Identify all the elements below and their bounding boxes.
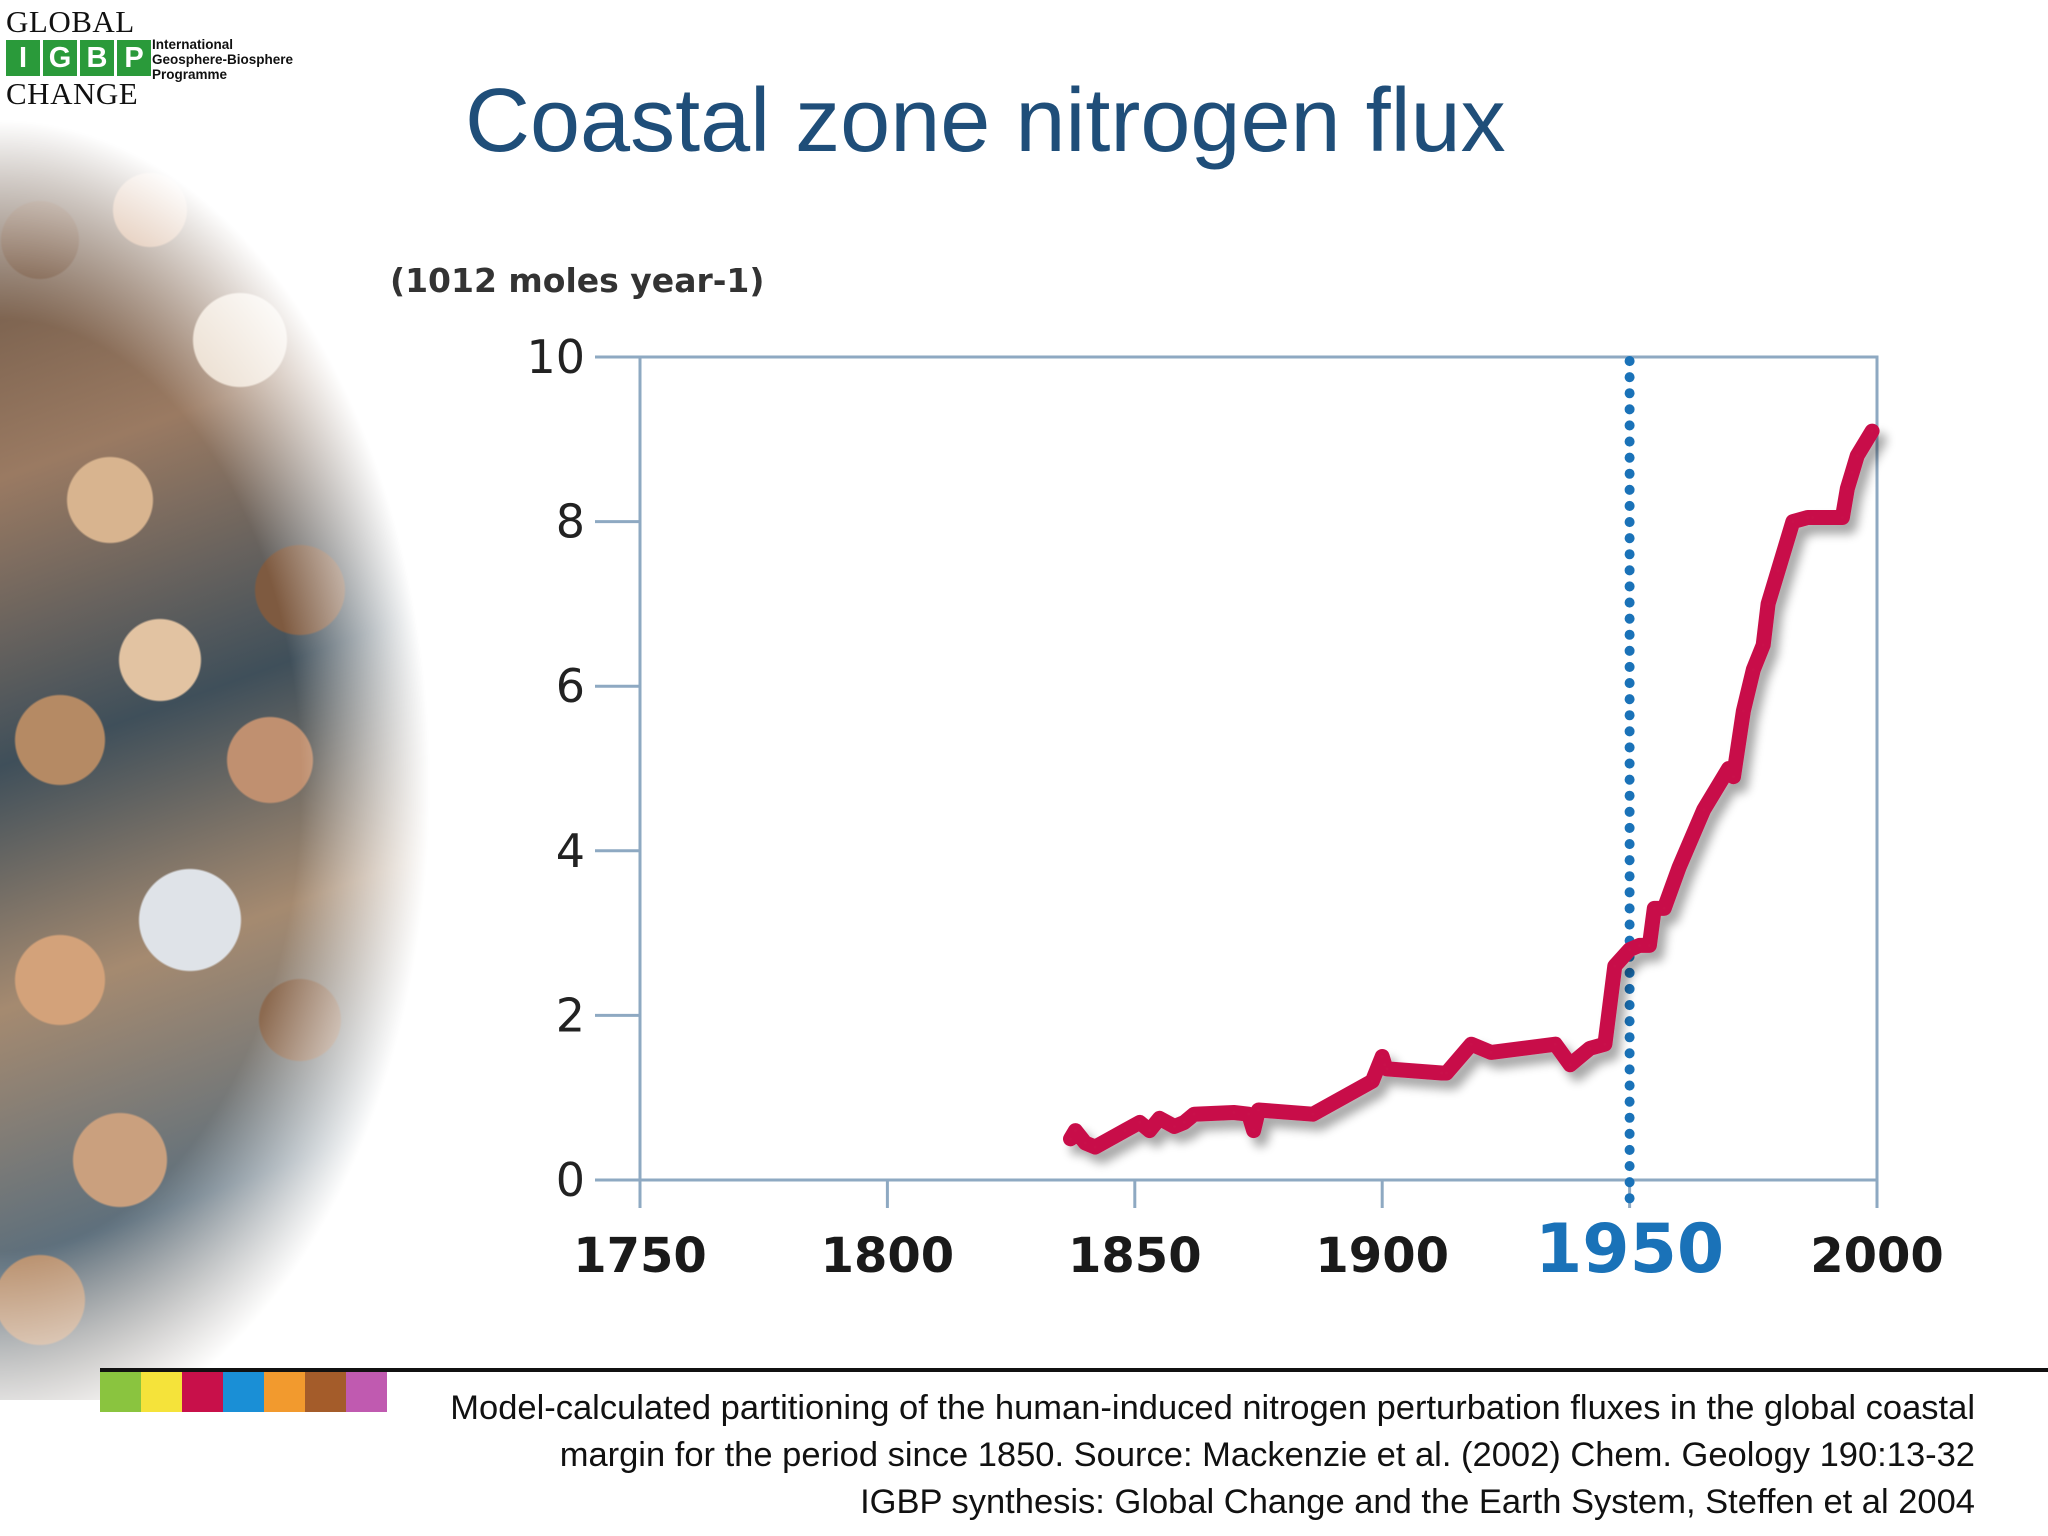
data-point xyxy=(1811,515,1815,519)
data-point xyxy=(1652,906,1656,910)
data-point xyxy=(1232,1111,1236,1115)
logo-word-global: GLOBAL xyxy=(6,4,135,39)
y-tick-label: 10 xyxy=(526,330,585,384)
figure-caption: Model-calculated partitioning of the hum… xyxy=(155,1385,1975,1526)
caption-line: Model-calculated partitioning of the hum… xyxy=(450,1389,1975,1427)
logo-letter: P xyxy=(117,40,151,76)
data-point xyxy=(1083,1141,1087,1145)
data-point xyxy=(1727,767,1731,770)
data-point xyxy=(1776,569,1780,573)
x-axis: 1750 1800 1850 1900 1950 2000 xyxy=(573,1180,1944,1289)
y-tick-label: 0 xyxy=(556,1153,585,1207)
data-point xyxy=(1766,602,1770,606)
data-point xyxy=(1257,1108,1260,1112)
y-tick-label: 2 xyxy=(556,988,585,1042)
logo-subtitle-line: Programme xyxy=(152,67,228,82)
data-point xyxy=(1637,943,1641,947)
data-point xyxy=(1553,1042,1557,1046)
data-point xyxy=(1383,1063,1387,1067)
x-tick-label: 2000 xyxy=(1810,1228,1944,1284)
color-strip xyxy=(100,1372,387,1412)
data-point xyxy=(1172,1125,1176,1129)
x-tick-label: 1900 xyxy=(1315,1228,1449,1284)
y-tick-label: 8 xyxy=(556,495,585,549)
x-tick-label-highlight: 1950 xyxy=(1535,1210,1724,1289)
data-point xyxy=(1469,1042,1473,1046)
data-point xyxy=(1568,1063,1572,1067)
data-point xyxy=(1732,775,1736,779)
logo-igbp-block: I G B P xyxy=(6,40,151,76)
data-points xyxy=(1068,429,1874,1149)
data-point xyxy=(1702,808,1706,812)
color-strip-cell xyxy=(305,1372,346,1412)
caption-line: IGBP synthesis: Global Change and the Ea… xyxy=(860,1483,1975,1521)
data-point xyxy=(1380,1055,1384,1059)
caption-divider xyxy=(100,1368,2048,1372)
series-line xyxy=(1063,423,1880,1155)
data-point xyxy=(1073,1129,1077,1133)
data-point xyxy=(1870,429,1874,433)
data-point xyxy=(1158,1116,1162,1120)
data-point xyxy=(1138,1120,1142,1124)
color-strip-cell xyxy=(264,1372,305,1412)
data-point xyxy=(1182,1120,1186,1124)
color-strip-cell xyxy=(223,1372,264,1412)
data-point xyxy=(1647,943,1651,947)
data-point xyxy=(1192,1112,1196,1116)
color-strip-cell xyxy=(141,1372,182,1412)
data-point xyxy=(1628,948,1632,952)
data-point xyxy=(1791,520,1795,524)
logo-word-change: CHANGE xyxy=(6,76,139,111)
y-tick-label: 6 xyxy=(556,659,585,713)
data-point xyxy=(1741,709,1745,713)
data-point xyxy=(1440,1071,1444,1075)
y-tick-label: 4 xyxy=(556,824,585,878)
data-point xyxy=(1751,668,1755,672)
data-point xyxy=(1252,1129,1256,1133)
y-axis-unit-label: (1012 moles year-1) xyxy=(390,261,764,300)
logo-subtitle-line: International xyxy=(152,37,234,52)
data-point xyxy=(1855,454,1859,458)
caption-line: margin for the period since 1850. Source… xyxy=(559,1436,1975,1474)
data-point xyxy=(1613,964,1617,968)
data-point xyxy=(1247,1112,1251,1116)
data-point xyxy=(1588,1046,1592,1050)
x-tick-label: 1750 xyxy=(573,1228,707,1284)
data-point xyxy=(1662,906,1666,910)
logo-subtitle: International Geosphere-Biosphere Progra… xyxy=(152,37,342,82)
data-point xyxy=(1845,487,1849,491)
data-point xyxy=(1806,515,1810,519)
igbp-logo: GLOBAL I G B P International Geosphere-B… xyxy=(6,4,336,114)
x-tick-label: 1800 xyxy=(821,1228,955,1284)
data-point xyxy=(1840,515,1844,519)
logo-letter: B xyxy=(80,40,114,76)
color-strip-cell xyxy=(100,1372,141,1412)
crowd-photo xyxy=(0,120,430,1400)
x-tick-label: 1850 xyxy=(1068,1228,1202,1284)
data-point xyxy=(1603,1042,1607,1046)
data-point xyxy=(1370,1079,1374,1083)
nitrogen-flux-chart: (1012 moles year-1) 0 2 4 6 8 10 1750 1800 1850… xyxy=(390,261,1944,1289)
data-point xyxy=(1068,1137,1072,1141)
data-point xyxy=(1677,865,1681,869)
logo-letter: G xyxy=(43,40,77,76)
logo-letter: I xyxy=(6,40,40,76)
data-point xyxy=(1148,1129,1152,1133)
data-point xyxy=(1445,1071,1449,1075)
data-point xyxy=(1489,1050,1493,1054)
plot-frame xyxy=(638,355,1879,1182)
color-strip-cell xyxy=(346,1372,387,1412)
y-axis: 0 2 4 6 8 10 xyxy=(526,330,640,1207)
slide-title: Coastal zone nitrogen flux xyxy=(465,71,1506,171)
data-point xyxy=(1093,1145,1097,1149)
logo-subtitle-line: Geosphere-Biosphere xyxy=(152,52,294,67)
color-strip-cell xyxy=(182,1372,223,1412)
data-point xyxy=(1761,643,1765,647)
data-point xyxy=(1850,470,1854,474)
data-point xyxy=(1311,1112,1315,1116)
data-point xyxy=(1123,1129,1127,1133)
data-point xyxy=(1385,1067,1389,1071)
